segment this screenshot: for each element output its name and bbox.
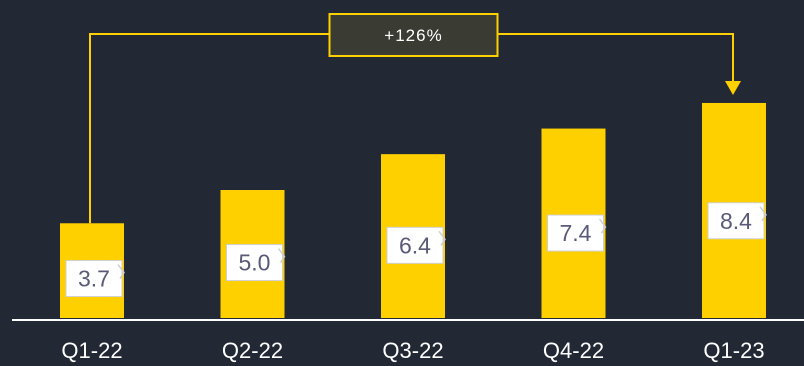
value-label-box [386,226,444,264]
growth-annotation-text: +126% [384,26,442,45]
value-label-box [707,202,765,240]
value-label-box [547,214,604,252]
value-labels-group: 3.7 5.0 6.4 7.4 8.4 [65,202,767,298]
x-tick-label: Q4-22 [543,338,604,363]
value-label-text: 6.4 [399,232,431,258]
value-label-text: 7.4 [560,220,592,246]
value-label-box [226,244,283,282]
value-label-q1-22: 3.7 [65,260,125,298]
value-label-pointer [117,264,125,279]
x-tick-label: Q1-23 [703,338,764,363]
value-label-q1-23: 8.4 [707,202,767,240]
x-tick-label: Q3-22 [382,338,443,363]
value-label-q4-22: 7.4 [547,214,607,252]
value-label-pointer [277,248,286,263]
value-label-pointer [759,206,767,222]
value-label-pointer [438,230,446,246]
value-label-q3-22: 6.4 [386,226,446,264]
value-label-pointer [598,218,607,234]
value-label-q2-22: 5.0 [226,244,286,282]
value-label-text: 8.4 [720,208,752,234]
growth-annotation: +126% [89,13,741,224]
growth-annotation-box [328,13,499,57]
bars-group [60,102,766,319]
value-label-text: 3.7 [78,266,110,292]
value-label-text: 5.0 [239,250,271,276]
value-label-box [65,260,123,298]
x-tick-labels-group: Q1-22 Q2-22 Q3-22 Q4-22 Q1-23 [61,338,764,363]
x-tick-label: Q1-22 [61,338,122,363]
arrow-down-icon [725,80,741,95]
x-tick-label: Q2-22 [222,338,283,363]
